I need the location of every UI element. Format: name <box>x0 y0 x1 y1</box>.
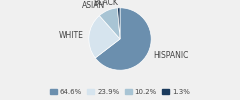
Text: HISPANIC: HISPANIC <box>153 51 188 60</box>
Text: WHITE: WHITE <box>59 31 83 40</box>
Wedge shape <box>99 8 120 39</box>
Text: ASIAN: ASIAN <box>82 1 106 10</box>
Legend: 64.6%, 23.9%, 10.2%, 1.3%: 64.6%, 23.9%, 10.2%, 1.3% <box>48 88 192 96</box>
Wedge shape <box>117 8 120 39</box>
Wedge shape <box>95 8 151 70</box>
Text: BLACK: BLACK <box>94 0 119 7</box>
Wedge shape <box>89 16 120 58</box>
